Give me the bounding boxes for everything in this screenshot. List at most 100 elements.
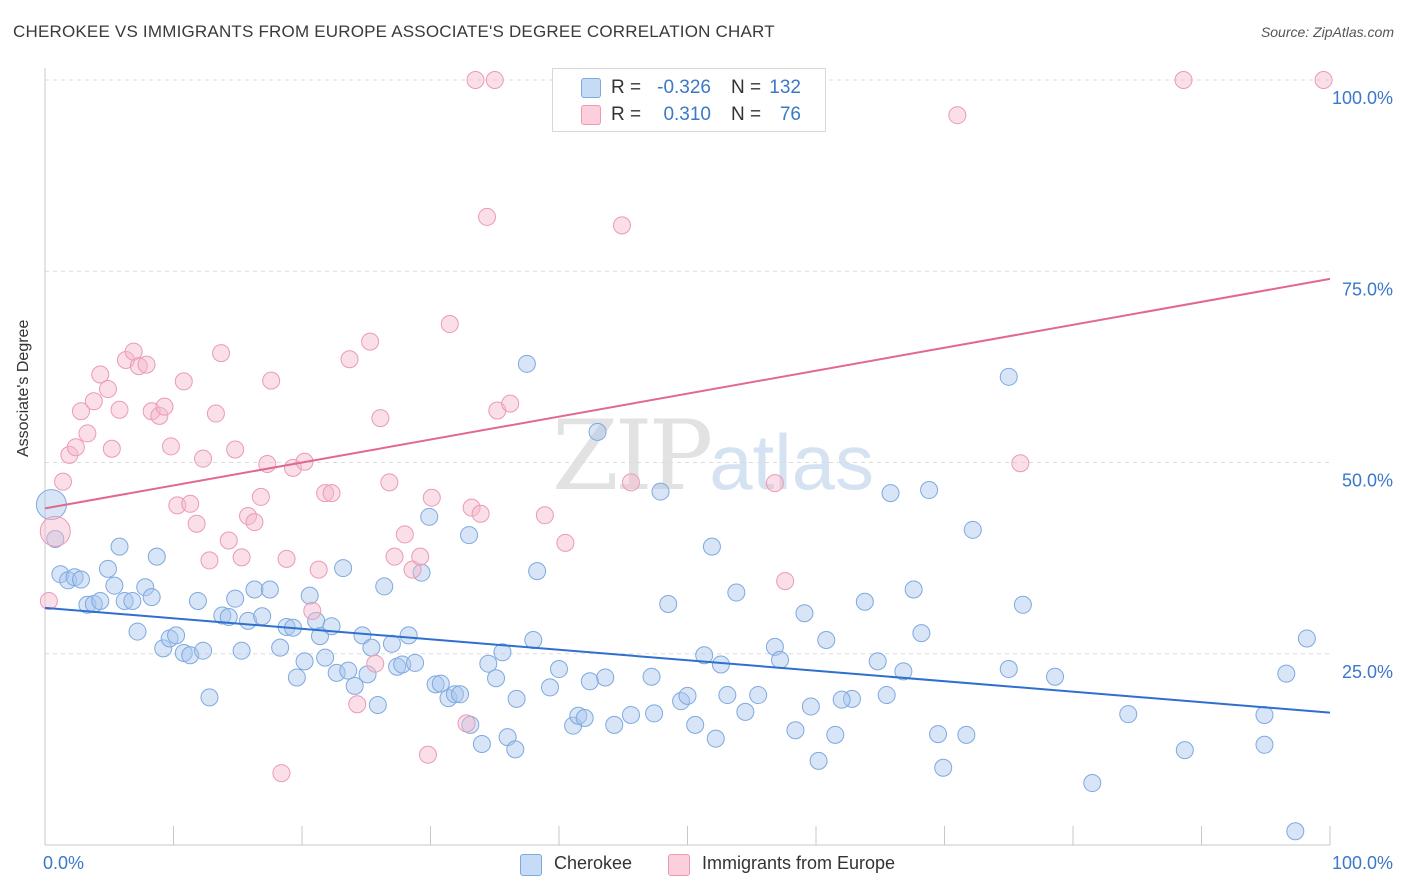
immigrants-point: [129, 357, 148, 376]
cherokee-point: [460, 526, 479, 545]
immigrants-point: [39, 515, 71, 547]
cherokee-point: [316, 648, 335, 667]
immigrants-point: [277, 549, 296, 568]
cherokee-point: [71, 570, 90, 589]
cherokee-point: [842, 689, 861, 708]
cherokee-point: [645, 704, 664, 723]
cherokee-point: [213, 606, 232, 625]
immigrants-point: [161, 437, 180, 456]
cherokee-point: [541, 678, 560, 697]
cherokee-point: [260, 580, 279, 599]
cherokee-point: [621, 705, 640, 724]
cherokee-point: [809, 751, 828, 770]
cherokee-point: [826, 725, 845, 744]
immigrants-point: [340, 350, 359, 369]
cherokee-point: [253, 607, 272, 626]
immigrants-point: [232, 548, 251, 567]
cherokee-point: [771, 650, 790, 669]
legend-r-value: -0.326: [657, 77, 711, 98]
cherokee-trend-line: [44, 606, 1331, 714]
immigrants-point: [84, 392, 103, 411]
immigrants-point: [206, 404, 225, 423]
cherokee-point: [300, 586, 319, 605]
immigrants-point: [53, 472, 72, 491]
cherokee-point: [832, 690, 851, 709]
immigrants-point: [251, 487, 270, 506]
immigrants-point: [60, 445, 79, 464]
immigrants-point: [612, 216, 631, 235]
cherokee-point: [200, 688, 219, 707]
immigrants-point: [110, 400, 129, 419]
immigrants-point: [535, 506, 554, 525]
cherokee-point: [1119, 705, 1138, 724]
immigrants-point: [187, 514, 206, 533]
immigrants-point: [366, 654, 385, 673]
chart-title: CHEROKEE VS IMMIGRANTS FROM EUROPE ASSOC…: [13, 22, 775, 41]
x-tick-label: 100.0%: [1332, 853, 1393, 873]
immigrants-point: [226, 440, 245, 459]
cherokee-point: [795, 604, 814, 623]
immigrants-point: [395, 525, 414, 544]
immigrants-point: [168, 496, 187, 515]
immigrants-point: [66, 438, 85, 457]
immigrants-point: [1011, 454, 1030, 473]
cherokee-point: [957, 725, 976, 744]
cherokee-point: [605, 715, 624, 734]
immigrants-point: [322, 484, 341, 503]
cherokee-point: [339, 661, 358, 680]
cherokee-point: [188, 591, 207, 610]
cherokee-point: [345, 676, 364, 695]
cherokee-point: [375, 577, 394, 596]
cherokee-point: [1255, 735, 1274, 754]
watermark-zip: ZIP: [552, 400, 713, 512]
cherokee-point: [651, 482, 670, 501]
cherokee-point: [1083, 774, 1102, 793]
immigrants-point: [457, 714, 476, 733]
immigrants-point: [316, 484, 335, 503]
cherokee-point: [393, 655, 412, 674]
source-credit: Source: ZipAtlas.com: [1260, 24, 1394, 40]
cherokee-point: [382, 634, 401, 653]
immigrants-point: [380, 473, 399, 492]
cherokee-point: [912, 624, 931, 643]
x-tick-label: 0.0%: [43, 853, 84, 873]
cherokee-point: [1175, 741, 1194, 760]
cherokee-point: [487, 669, 506, 688]
cherokee-point: [479, 654, 498, 673]
cherokee-point: [327, 663, 346, 682]
cherokee-point: [128, 622, 147, 641]
immigrants-point: [71, 402, 90, 421]
immigrants-point: [262, 371, 281, 390]
cherokee-point: [868, 652, 887, 671]
cherokee-point: [226, 589, 245, 608]
cherokee-point: [659, 595, 678, 614]
legend-r-label: R =: [611, 77, 642, 98]
cherokee-point: [115, 591, 134, 610]
y-tick-label: 100.0%: [1332, 88, 1393, 108]
cherokee-point: [310, 627, 329, 646]
cherokee-point: [1255, 705, 1274, 724]
immigrants-point: [485, 71, 504, 89]
immigrants-point: [501, 394, 520, 413]
immigrants-point: [303, 601, 322, 620]
immigrants-point: [621, 473, 640, 492]
cherokee-point: [524, 630, 543, 649]
immigrants-point: [124, 342, 143, 361]
immigrants-point: [272, 764, 291, 783]
immigrants-point: [150, 406, 169, 425]
immigrants-point: [385, 547, 404, 566]
cherokee-point: [749, 686, 768, 705]
cherokee-point: [702, 537, 721, 556]
legend-n-label: N =: [731, 77, 762, 98]
cherokee-point: [894, 662, 913, 681]
cherokee-point: [1046, 667, 1065, 686]
cherokee-point: [232, 641, 251, 660]
immigrants-point: [98, 380, 117, 399]
immigrants-point: [776, 572, 795, 591]
cherokee-point: [287, 668, 306, 687]
cherokee-point: [855, 592, 874, 611]
cherokee-point: [105, 576, 124, 595]
cherokee-point: [362, 638, 381, 657]
cherokee-point: [642, 667, 661, 686]
